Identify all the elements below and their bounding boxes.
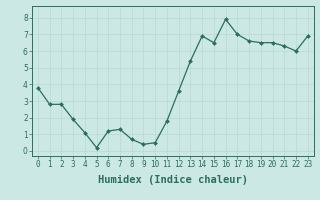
X-axis label: Humidex (Indice chaleur): Humidex (Indice chaleur) — [98, 175, 248, 185]
